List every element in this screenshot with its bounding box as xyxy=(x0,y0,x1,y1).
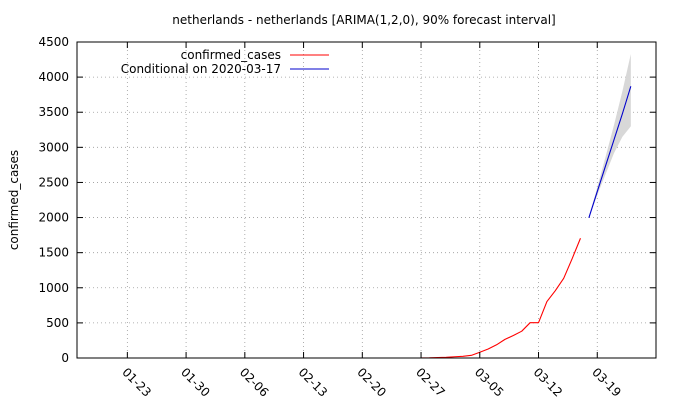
x-tick-label: 03-05 xyxy=(472,365,507,400)
y-tick-label: 0 xyxy=(61,351,69,365)
x-tick-label: 02-13 xyxy=(296,365,331,400)
x-tick-label: 02-06 xyxy=(237,365,272,400)
legend-label-1: Conditional on 2020-03-17 xyxy=(121,62,281,76)
series-lines xyxy=(421,86,632,359)
chart-title: netherlands - netherlands [ARIMA(1,2,0),… xyxy=(172,13,555,27)
y-tick-label: 3000 xyxy=(38,140,69,154)
plot-border xyxy=(76,41,657,359)
y-tick-label: 500 xyxy=(46,316,69,330)
x-tick-label: 03-19 xyxy=(589,365,624,400)
grid xyxy=(77,42,656,358)
x-tick-label: 02-27 xyxy=(413,365,448,400)
series-line-1 xyxy=(588,86,632,219)
y-tick-label: 2500 xyxy=(38,175,69,189)
y-tick-label: 4000 xyxy=(38,70,69,84)
y-tick-label: 1000 xyxy=(38,281,69,295)
series-line-0 xyxy=(421,238,581,359)
x-tick-label: 03-12 xyxy=(531,365,566,400)
x-tick-label: 01-30 xyxy=(178,365,213,400)
forecast-interval-area xyxy=(588,53,631,219)
y-axis-label: confirmed_cases xyxy=(7,150,21,250)
axes: 0 500 1000 1500 2000 2500 3000 3500 4000 4500 01-2… xyxy=(38,35,656,400)
forecast-interval-band xyxy=(588,53,631,219)
x-tick-label: 02-20 xyxy=(354,365,389,400)
y-tick-label: 3500 xyxy=(38,105,69,119)
y-tick-label: 4500 xyxy=(38,35,69,49)
x-tick-label: 01-23 xyxy=(119,365,154,400)
y-tick-label: 2000 xyxy=(38,211,69,225)
y-tick-label: 1500 xyxy=(38,246,69,260)
legend-label-0: confirmed_cases xyxy=(181,48,281,62)
